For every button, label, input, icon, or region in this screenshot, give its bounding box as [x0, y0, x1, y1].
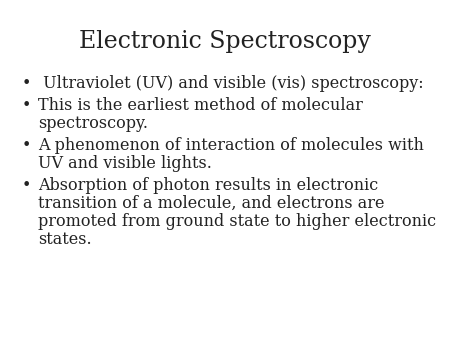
- Text: A phenomenon of interaction of molecules with: A phenomenon of interaction of molecules…: [38, 137, 424, 154]
- Text: •: •: [22, 177, 32, 194]
- Text: This is the earliest method of molecular: This is the earliest method of molecular: [38, 97, 363, 114]
- Text: spectroscopy.: spectroscopy.: [38, 115, 148, 132]
- Text: states.: states.: [38, 231, 92, 248]
- Text: promoted from ground state to higher electronic: promoted from ground state to higher ele…: [38, 213, 436, 230]
- Text: •: •: [22, 137, 32, 154]
- Text: Ultraviolet (UV) and visible (vis) spectroscopy:: Ultraviolet (UV) and visible (vis) spect…: [38, 75, 423, 92]
- Text: Absorption of photon results in electronic: Absorption of photon results in electron…: [38, 177, 378, 194]
- Text: transition of a molecule, and electrons are: transition of a molecule, and electrons …: [38, 195, 384, 212]
- Text: •: •: [22, 75, 32, 92]
- Text: UV and visible lights.: UV and visible lights.: [38, 155, 212, 172]
- Text: •: •: [22, 97, 32, 114]
- Text: Electronic Spectroscopy: Electronic Spectroscopy: [79, 30, 371, 53]
